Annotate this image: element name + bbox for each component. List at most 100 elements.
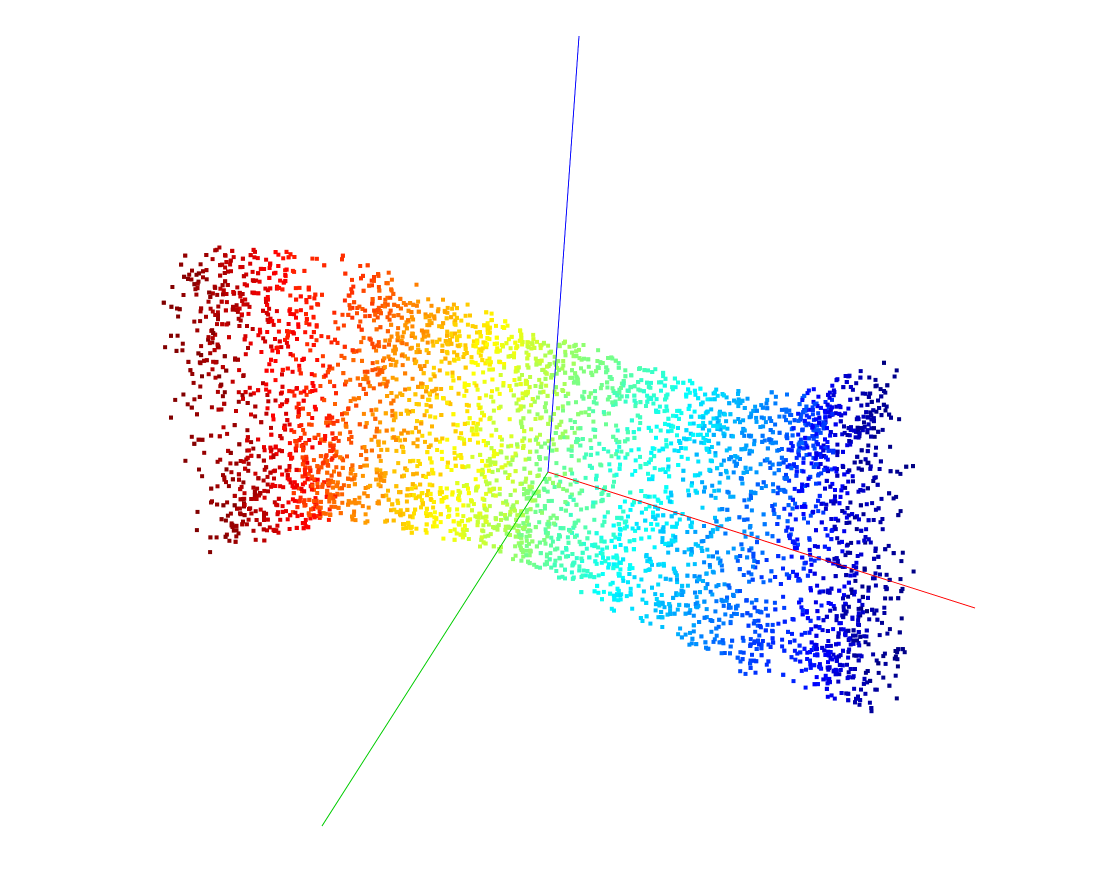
data-point: [714, 633, 719, 638]
data-point: [461, 503, 466, 508]
data-point: [735, 461, 739, 466]
data-point: [219, 407, 224, 412]
data-point: [619, 449, 624, 454]
data-point: [262, 513, 266, 518]
data-point: [872, 556, 877, 561]
data-point: [705, 547, 710, 552]
data-point: [487, 481, 492, 486]
data-point: [789, 554, 794, 559]
data-point: [393, 363, 398, 368]
data-point: [735, 558, 740, 563]
data-point: [587, 406, 592, 411]
data-point: [416, 459, 421, 463]
data-point: [705, 409, 710, 414]
data-point: [464, 528, 469, 532]
data-point: [377, 429, 382, 434]
data-point: [792, 638, 797, 643]
data-point: [627, 572, 632, 576]
data-point: [711, 639, 716, 644]
data-point: [714, 387, 719, 392]
data-point: [636, 583, 641, 588]
data-point: [202, 450, 207, 455]
data-point: [361, 335, 366, 340]
data-point: [807, 415, 812, 420]
data-point: [806, 436, 811, 441]
data-point: [655, 497, 660, 502]
data-point: [563, 576, 567, 581]
data-point: [542, 562, 547, 567]
data-point: [818, 430, 823, 435]
data-point: [553, 547, 558, 552]
data-point: [457, 435, 462, 440]
data-point: [822, 468, 827, 472]
data-point: [224, 292, 229, 296]
data-point: [872, 611, 877, 616]
data-point: [809, 588, 813, 593]
data-point: [169, 304, 174, 309]
data-point: [323, 434, 328, 438]
data-point: [262, 538, 267, 543]
data-point: [654, 424, 659, 429]
data-point: [246, 448, 251, 453]
data-point: [834, 404, 839, 409]
data-point: [800, 555, 805, 560]
data-point: [338, 511, 343, 516]
data-point: [420, 337, 425, 342]
data-point: [573, 534, 577, 539]
data-point: [880, 427, 885, 432]
data-point: [825, 469, 830, 474]
data-point: [549, 375, 554, 380]
data-point: [431, 343, 436, 348]
data-point: [364, 391, 368, 396]
data-point: [787, 536, 792, 541]
data-point: [410, 515, 415, 520]
data-point: [302, 389, 307, 394]
data-point: [696, 543, 701, 548]
data-point: [629, 373, 634, 378]
data-point: [848, 442, 853, 447]
data-point: [716, 624, 721, 629]
data-point: [455, 306, 459, 311]
data-point: [625, 388, 630, 393]
data-point: [257, 327, 262, 332]
data-point: [545, 552, 549, 557]
data-point: [432, 510, 437, 515]
data-point: [196, 437, 201, 442]
data-point: [636, 380, 641, 384]
data-point: [845, 491, 850, 496]
data-point: [561, 359, 566, 363]
data-point: [246, 517, 251, 522]
data-point: [683, 632, 688, 637]
data-point: [556, 537, 561, 541]
data-point: [280, 504, 285, 509]
data-point: [401, 330, 406, 335]
data-point: [782, 648, 787, 653]
data-point: [274, 309, 279, 314]
data-point: [900, 550, 905, 555]
data-point: [708, 589, 713, 594]
data-point: [613, 399, 618, 404]
data-point: [704, 571, 709, 576]
data-point: [823, 673, 828, 678]
data-point: [641, 589, 646, 594]
data-point: [395, 509, 400, 514]
data-point: [651, 401, 656, 406]
data-point: [607, 395, 612, 399]
data-point: [307, 513, 312, 518]
data-point: [395, 498, 400, 503]
data-point: [264, 411, 269, 416]
data-point: [452, 312, 457, 317]
data-point: [689, 552, 694, 557]
data-point: [510, 479, 515, 484]
data-point: [616, 522, 621, 527]
data-point: [398, 306, 403, 311]
data-point: [569, 570, 574, 575]
data-point: [693, 529, 698, 534]
data-point: [221, 292, 225, 297]
data-point: [713, 515, 717, 520]
data-point: [808, 658, 812, 663]
data-point: [563, 394, 568, 398]
data-point: [272, 500, 277, 505]
